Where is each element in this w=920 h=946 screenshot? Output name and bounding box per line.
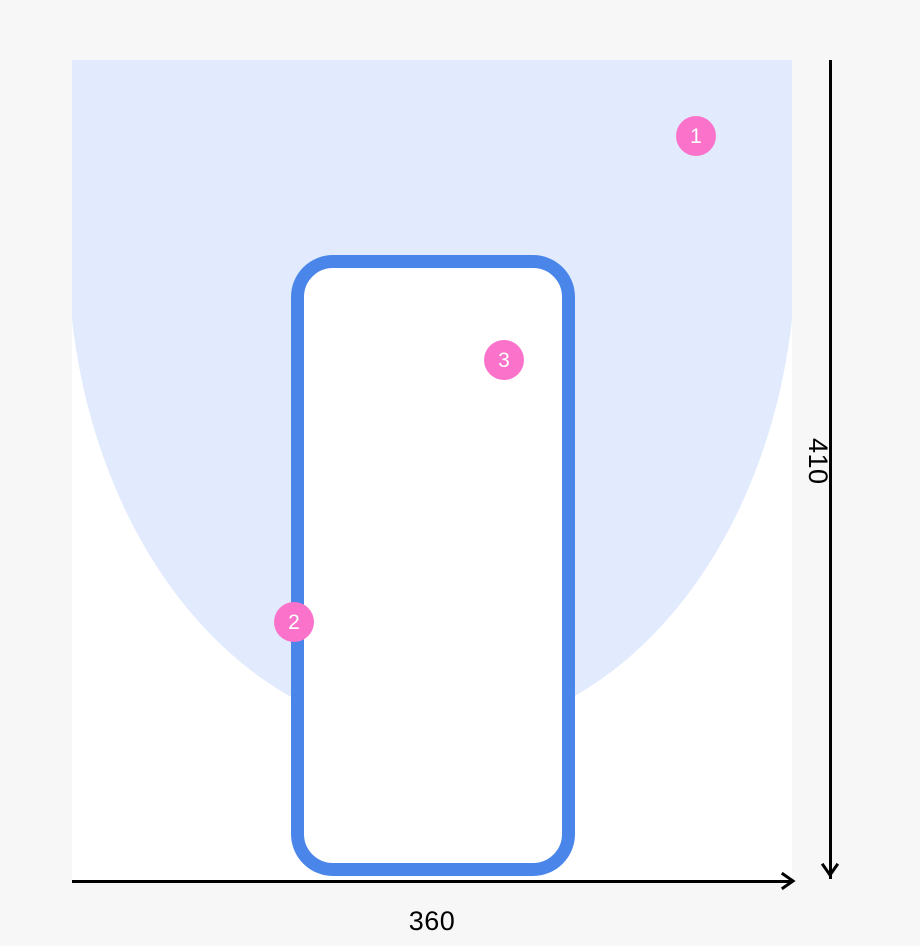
width-axis-line bbox=[72, 880, 790, 883]
width-dimension-label: 360 bbox=[408, 906, 456, 936]
arrow-down-icon bbox=[818, 861, 842, 881]
hotspot-badge-3[interactable]: 3 bbox=[484, 340, 524, 380]
hotspot-badge-1[interactable]: 1 bbox=[676, 116, 716, 156]
height-axis-line bbox=[829, 60, 832, 879]
arrow-right-icon bbox=[779, 869, 799, 893]
artboard-viewport bbox=[72, 60, 792, 881]
phone-frame[interactable] bbox=[291, 255, 575, 876]
height-dimension-label: 410 bbox=[803, 438, 833, 485]
hotspot-badge-2[interactable]: 2 bbox=[274, 602, 314, 642]
